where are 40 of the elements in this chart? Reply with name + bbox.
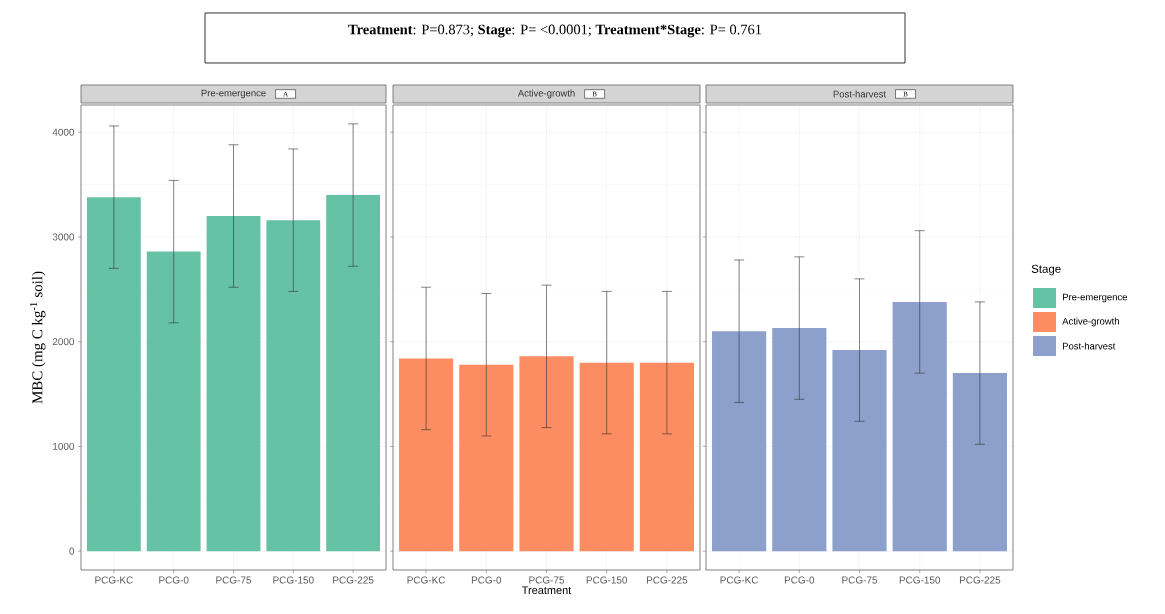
legend-label: Active-growth [1062, 317, 1119, 327]
y-tick-label: 1000 [53, 442, 75, 450]
legend-title: Stage [1031, 264, 1061, 276]
bar [892, 301, 947, 552]
bar [146, 251, 201, 552]
x-tick-label: PCG-75 [842, 576, 878, 584]
bar [712, 331, 767, 552]
bar [952, 373, 1007, 552]
y-tick-label: 4000 [52, 128, 75, 136]
bar [326, 195, 381, 552]
x-tick-label: PCG-225 [959, 576, 1001, 584]
x-tick-label: PCG-75 [216, 576, 252, 584]
x-tick-label: PCG-225 [333, 576, 374, 584]
bar [266, 220, 321, 552]
x-tick-label: PCG-0 [159, 576, 189, 584]
chart-title: Pre-emergence [201, 89, 266, 99]
legend-label: Post-harvest [1062, 342, 1116, 350]
text: Treatment: P=0.873; Stage: P= <0.0001; Treatment*Stage: P= 0.761 [348, 24, 762, 38]
legend-label: Pre-emergence [1062, 293, 1128, 303]
y-tick-label: 0 [69, 547, 75, 555]
chart-title: Active-growth [517, 89, 575, 99]
x-tick-label: PCG-150 [586, 576, 628, 584]
x-tick-label: PCG-0 [784, 576, 815, 584]
y-axis-title: MBC (mg C kg$^{-1}$ soil) [30, 271, 46, 404]
bar [772, 328, 827, 552]
chart-title: Post-harvest [833, 90, 886, 98]
bar [832, 350, 887, 552]
y-tick-label: 2000 [52, 338, 75, 346]
x-tick-label: PCG-KC [720, 576, 759, 584]
bar [86, 197, 141, 552]
y-tick-label: 3000 [52, 233, 75, 241]
x-tick-label: PCG-75 [529, 576, 565, 584]
x-tick-label: PCG-150 [899, 576, 941, 584]
x-axis-title: Treatment [521, 586, 572, 595]
bar [206, 216, 261, 552]
x-tick-label: PCG-150 [273, 576, 314, 584]
x-tick-label: PCG-KC [407, 576, 446, 584]
x-tick-label: PCG-225 [646, 576, 688, 584]
x-tick-label: PCG-0 [471, 576, 502, 584]
x-tick-label: PCG-KC [95, 576, 133, 584]
